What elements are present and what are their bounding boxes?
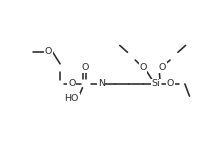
Text: O: O: [159, 63, 166, 72]
Text: N: N: [98, 79, 105, 88]
Text: O: O: [82, 63, 89, 72]
Text: O: O: [68, 79, 75, 88]
Text: HO: HO: [64, 94, 79, 103]
Text: Si: Si: [152, 79, 160, 88]
Text: O: O: [139, 63, 147, 72]
Text: O: O: [166, 79, 174, 88]
Text: O: O: [45, 47, 52, 56]
